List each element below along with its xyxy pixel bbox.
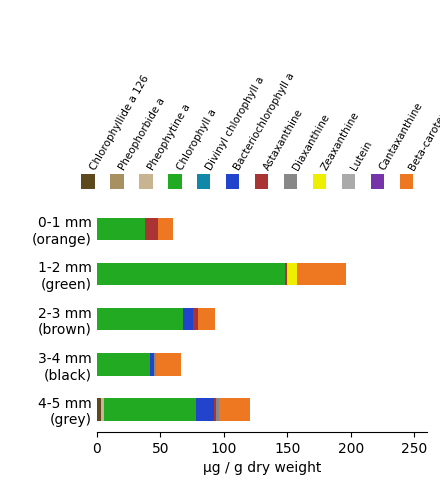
- Bar: [97, 263, 285, 285]
- Bar: [297, 263, 345, 285]
- Text: Zeaxanthine: Zeaxanthine: [320, 110, 361, 172]
- Text: Beta-carotene: Beta-carotene: [407, 104, 440, 172]
- Text: Astaxanthine: Astaxanthine: [262, 108, 305, 172]
- Bar: [198, 308, 215, 330]
- Text: Chlorophyllide a 126: Chlorophyllide a 126: [88, 74, 150, 172]
- Text: Pheophytine a: Pheophytine a: [146, 103, 192, 172]
- Bar: [101, 398, 104, 421]
- Text: Cantaxanthine: Cantaxanthine: [378, 101, 425, 172]
- Bar: [145, 218, 158, 240]
- Bar: [97, 353, 150, 376]
- Text: Divinyl chlorophyll a: Divinyl chlorophyll a: [204, 75, 266, 172]
- Bar: [287, 263, 297, 285]
- Text: Lutein: Lutein: [349, 139, 374, 172]
- Text: Chlorophyll a: Chlorophyll a: [175, 108, 218, 172]
- Bar: [219, 398, 250, 421]
- Bar: [213, 398, 216, 421]
- Bar: [97, 308, 183, 330]
- Bar: [196, 398, 213, 421]
- Text: Bacteriochlorophyll a: Bacteriochlorophyll a: [233, 71, 297, 172]
- Bar: [193, 308, 198, 330]
- Bar: [285, 263, 287, 285]
- Text: Diaxanthine: Diaxanthine: [291, 112, 331, 172]
- Bar: [97, 398, 101, 421]
- Bar: [157, 353, 180, 376]
- Bar: [154, 353, 157, 376]
- Bar: [183, 308, 193, 330]
- Bar: [158, 218, 173, 240]
- Bar: [150, 353, 154, 376]
- X-axis label: μg / g dry weight: μg / g dry weight: [202, 462, 321, 475]
- Bar: [216, 398, 219, 421]
- Bar: [97, 218, 145, 240]
- Text: Pheophorbide a: Pheophorbide a: [117, 96, 167, 172]
- Bar: [104, 398, 196, 421]
